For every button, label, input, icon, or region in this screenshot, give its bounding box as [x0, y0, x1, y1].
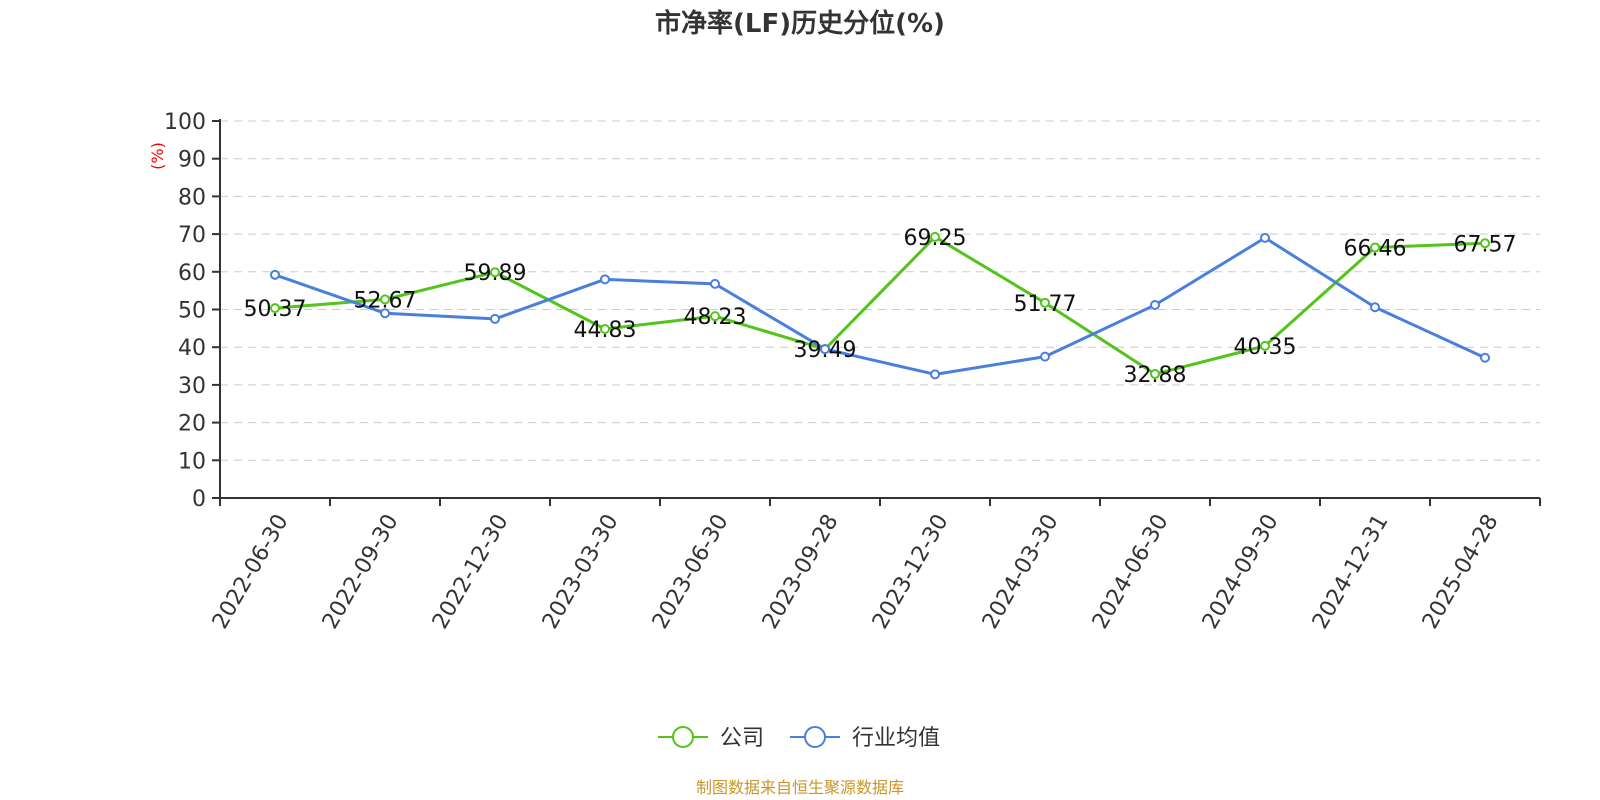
data-label: 48.23 — [684, 305, 747, 330]
data-label: 51.77 — [1014, 292, 1077, 317]
series-lines — [270, 231, 1490, 380]
x-tick-label: 2023-06-30 — [648, 510, 734, 633]
y-tick-label: 30 — [178, 374, 206, 399]
legend[interactable]: 公司 行业均值 — [658, 726, 940, 751]
data-point[interactable] — [1260, 232, 1270, 243]
data-label: 44.83 — [574, 318, 637, 343]
x-tick-label: 2023-03-30 — [538, 510, 624, 633]
axes: 0 10 20 30 40 50 60 70 80 90 100 2022-06-30 2022-09-… — [164, 110, 1541, 633]
legend-label: 公司 — [720, 726, 764, 751]
y-tick-label: 10 — [178, 449, 206, 474]
data-point[interactable] — [600, 274, 610, 285]
y-tick-label: 80 — [178, 185, 206, 210]
legend-item-2[interactable]: 行业均值 — [790, 726, 940, 751]
x-tick-label: 2022-09-30 — [318, 510, 404, 633]
data-point[interactable] — [270, 269, 280, 280]
data-point[interactable] — [710, 311, 720, 322]
series-line-1 — [274, 235, 1486, 376]
data-point[interactable] — [820, 344, 830, 355]
x-tick-label: 2022-06-30 — [208, 510, 294, 633]
x-tick-label: 2024-09-30 — [1198, 510, 1284, 633]
y-tick-label: 60 — [178, 261, 206, 286]
data-point[interactable] — [270, 303, 280, 314]
data-point[interactable] — [1480, 352, 1490, 363]
source-note: 制图数据来自恒生聚源数据库 — [696, 778, 904, 797]
data-point[interactable] — [380, 294, 390, 305]
data-label: 59.89 — [464, 261, 527, 286]
data-label: 40.35 — [1234, 335, 1297, 360]
data-point[interactable] — [1370, 302, 1380, 313]
data-label: 32.88 — [1124, 363, 1187, 388]
x-tick-label: 2024-12-31 — [1308, 510, 1394, 633]
x-tick-label: 2023-12-30 — [868, 510, 954, 633]
data-point[interactable] — [710, 278, 720, 289]
x-tick-label: 2025-04-28 — [1418, 510, 1504, 633]
data-point[interactable] — [930, 231, 940, 242]
legend-item-1[interactable]: 公司 — [658, 726, 764, 751]
y-tick-label: 100 — [164, 110, 206, 135]
y-tick-label: 90 — [178, 148, 206, 173]
legend-marker-icon — [804, 726, 826, 748]
x-tick-label: 2023-09-28 — [758, 510, 844, 633]
y-axis-unit: (%) — [148, 142, 167, 170]
x-tick-label: 2024-06-30 — [1088, 510, 1174, 633]
grid-lines — [220, 120, 1540, 461]
legend-label: 行业均值 — [852, 726, 940, 751]
x-tick-label: 2022-12-30 — [428, 510, 514, 633]
y-tick-label: 70 — [178, 223, 206, 248]
data-label: 67.57 — [1454, 232, 1517, 257]
y-tick-label: 20 — [178, 412, 206, 437]
data-label: 66.46 — [1344, 236, 1407, 261]
y-tick-label: 50 — [178, 299, 206, 324]
data-label: 50.37 — [244, 297, 307, 322]
data-point[interactable] — [1150, 299, 1160, 310]
series-line-2 — [274, 236, 1486, 376]
data-point[interactable] — [1040, 351, 1050, 362]
data-label: 52.67 — [354, 288, 417, 313]
data-point[interactable] — [1260, 340, 1270, 351]
data-point[interactable] — [1150, 369, 1160, 380]
data-point[interactable] — [1370, 242, 1380, 253]
x-tick-label: 2024-03-30 — [978, 510, 1064, 633]
legend-marker-icon — [672, 726, 694, 748]
y-tick-label: 0 — [192, 487, 206, 512]
data-labels: 50.37 52.67 59.89 44.83 48.23 39.49 69.25 51.77… — [244, 226, 1517, 388]
data-point[interactable] — [490, 267, 500, 278]
data-point[interactable] — [1040, 297, 1050, 308]
data-label: 39.49 — [794, 338, 857, 363]
data-label: 69.25 — [904, 226, 967, 251]
data-point[interactable] — [380, 308, 390, 319]
data-point[interactable] — [930, 369, 940, 380]
chart-title: 市净率(LF)历史分位(%) — [655, 8, 945, 39]
data-point[interactable] — [600, 323, 610, 334]
data-point[interactable] — [490, 313, 500, 324]
y-tick-label: 40 — [178, 336, 206, 361]
data-point[interactable] — [1480, 238, 1490, 249]
